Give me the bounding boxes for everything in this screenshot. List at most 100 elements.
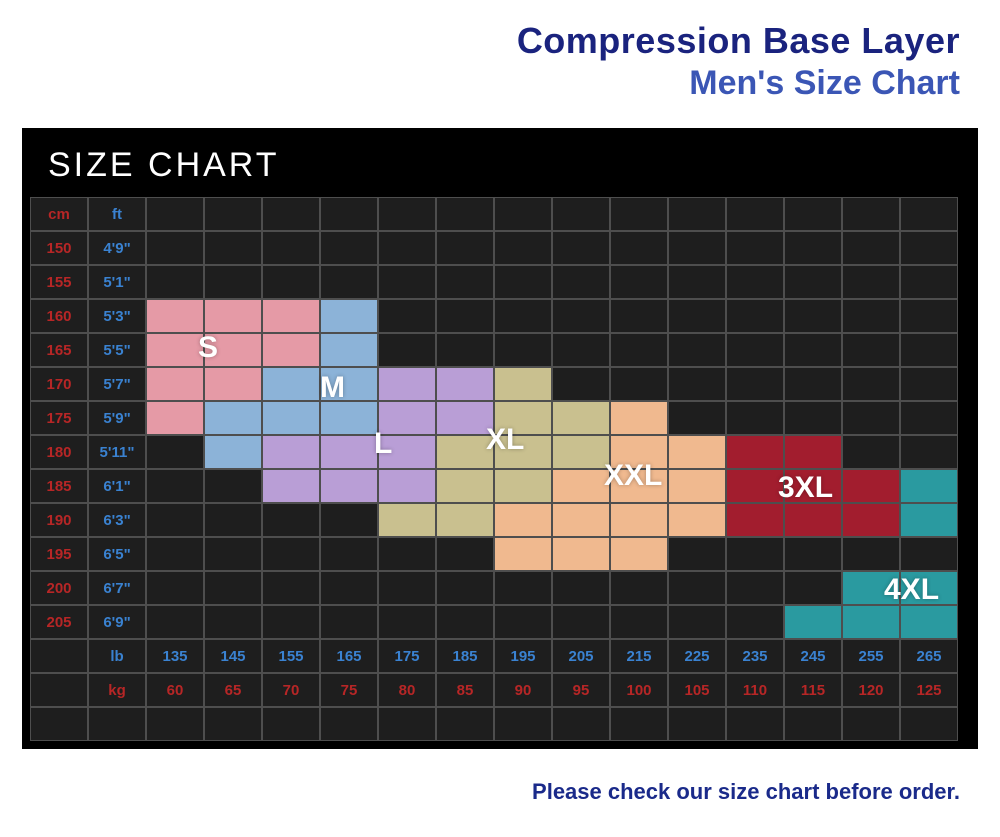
grid-cell	[436, 537, 494, 571]
grid-cell	[900, 231, 958, 265]
grid-cell	[320, 231, 378, 265]
size-cell-XXL	[494, 503, 552, 537]
ft-value: 6'3"	[88, 503, 146, 537]
chart-wrap: SIZE CHART cmft1504'9"1555'1"1605'3"1655…	[22, 128, 978, 749]
grid-cell	[378, 231, 436, 265]
grid-cell	[842, 333, 900, 367]
size-cell-XL	[436, 435, 494, 469]
grid-cell	[494, 605, 552, 639]
size-cell-L	[378, 401, 436, 435]
grid-cell	[784, 265, 842, 299]
grid-cell	[436, 299, 494, 333]
cm-value: 175	[30, 401, 88, 435]
kg-value: 105	[668, 673, 726, 707]
grid-cell	[436, 197, 494, 231]
cm-value: 200	[30, 571, 88, 605]
grid-cell	[378, 571, 436, 605]
lb-value: 205	[552, 639, 610, 673]
grid-cell	[320, 605, 378, 639]
grid-cell	[900, 265, 958, 299]
size-cell-4XL	[842, 571, 900, 605]
grid-cell	[552, 265, 610, 299]
lb-value: 235	[726, 639, 784, 673]
grid-cell	[552, 571, 610, 605]
grid-cell	[610, 571, 668, 605]
size-cell-XL	[494, 401, 552, 435]
grid-cell	[726, 537, 784, 571]
grid-cell	[552, 299, 610, 333]
size-cell-S	[146, 299, 204, 333]
size-cell-3XL	[842, 503, 900, 537]
size-cell-S	[146, 333, 204, 367]
kg-value: 110	[726, 673, 784, 707]
grid-cell	[610, 299, 668, 333]
grid-cell	[900, 401, 958, 435]
grid-cell	[610, 707, 668, 741]
size-cell-XL	[436, 469, 494, 503]
grid-cell	[378, 707, 436, 741]
kg-value: 95	[552, 673, 610, 707]
grid-cell	[494, 197, 552, 231]
size-cell-3XL	[784, 435, 842, 469]
cm-value: 205	[30, 605, 88, 639]
lb-value: 225	[668, 639, 726, 673]
cm-value: 155	[30, 265, 88, 299]
size-cell-XXL	[668, 503, 726, 537]
grid-cell	[668, 367, 726, 401]
footer-note: Please check our size chart before order…	[0, 749, 1000, 805]
grid-cell	[204, 537, 262, 571]
cm-value: 195	[30, 537, 88, 571]
grid-cell	[436, 605, 494, 639]
grid-cell	[262, 231, 320, 265]
ft-value: 5'11"	[88, 435, 146, 469]
size-cell-4XL	[784, 605, 842, 639]
size-cell-M	[204, 401, 262, 435]
grid-cell	[378, 333, 436, 367]
grid-cell	[262, 571, 320, 605]
size-cell-L	[436, 401, 494, 435]
size-cell-L	[262, 469, 320, 503]
size-cell-3XL	[784, 469, 842, 503]
grid-cell	[204, 265, 262, 299]
ft-value: 5'7"	[88, 367, 146, 401]
ft-value: 6'1"	[88, 469, 146, 503]
cm-value: 190	[30, 503, 88, 537]
header-ft: ft	[88, 197, 146, 231]
title-line-2: Men's Size Chart	[0, 64, 960, 103]
grid-cell	[726, 299, 784, 333]
grid-cell	[726, 571, 784, 605]
grid-cell	[610, 197, 668, 231]
grid-cell	[842, 299, 900, 333]
cm-value: 160	[30, 299, 88, 333]
size-cell-4XL	[900, 571, 958, 605]
size-cell-S	[146, 367, 204, 401]
grid-cell	[842, 197, 900, 231]
kg-value: 85	[436, 673, 494, 707]
size-cell-XL	[494, 367, 552, 401]
grid-cell	[784, 197, 842, 231]
grid-cell	[784, 537, 842, 571]
size-cell-XXL	[610, 401, 668, 435]
grid-cell	[726, 197, 784, 231]
size-cell-4XL	[900, 469, 958, 503]
grid-cell	[784, 299, 842, 333]
grid-cell	[900, 435, 958, 469]
size-cell-S	[262, 299, 320, 333]
ft-value: 4'9"	[88, 231, 146, 265]
grid-cell	[668, 571, 726, 605]
size-cell-M	[204, 435, 262, 469]
size-cell-3XL	[784, 503, 842, 537]
grid-cell	[552, 707, 610, 741]
kg-value: 90	[494, 673, 552, 707]
grid-cell	[494, 571, 552, 605]
lb-value: 135	[146, 639, 204, 673]
size-cell-XXL	[552, 503, 610, 537]
grid-cell	[262, 605, 320, 639]
grid-cell	[726, 605, 784, 639]
size-cell-L	[320, 435, 378, 469]
grid-cell	[204, 231, 262, 265]
grid-cell	[146, 265, 204, 299]
size-cell-XL	[552, 435, 610, 469]
grid-cell	[726, 707, 784, 741]
lb-value: 265	[900, 639, 958, 673]
